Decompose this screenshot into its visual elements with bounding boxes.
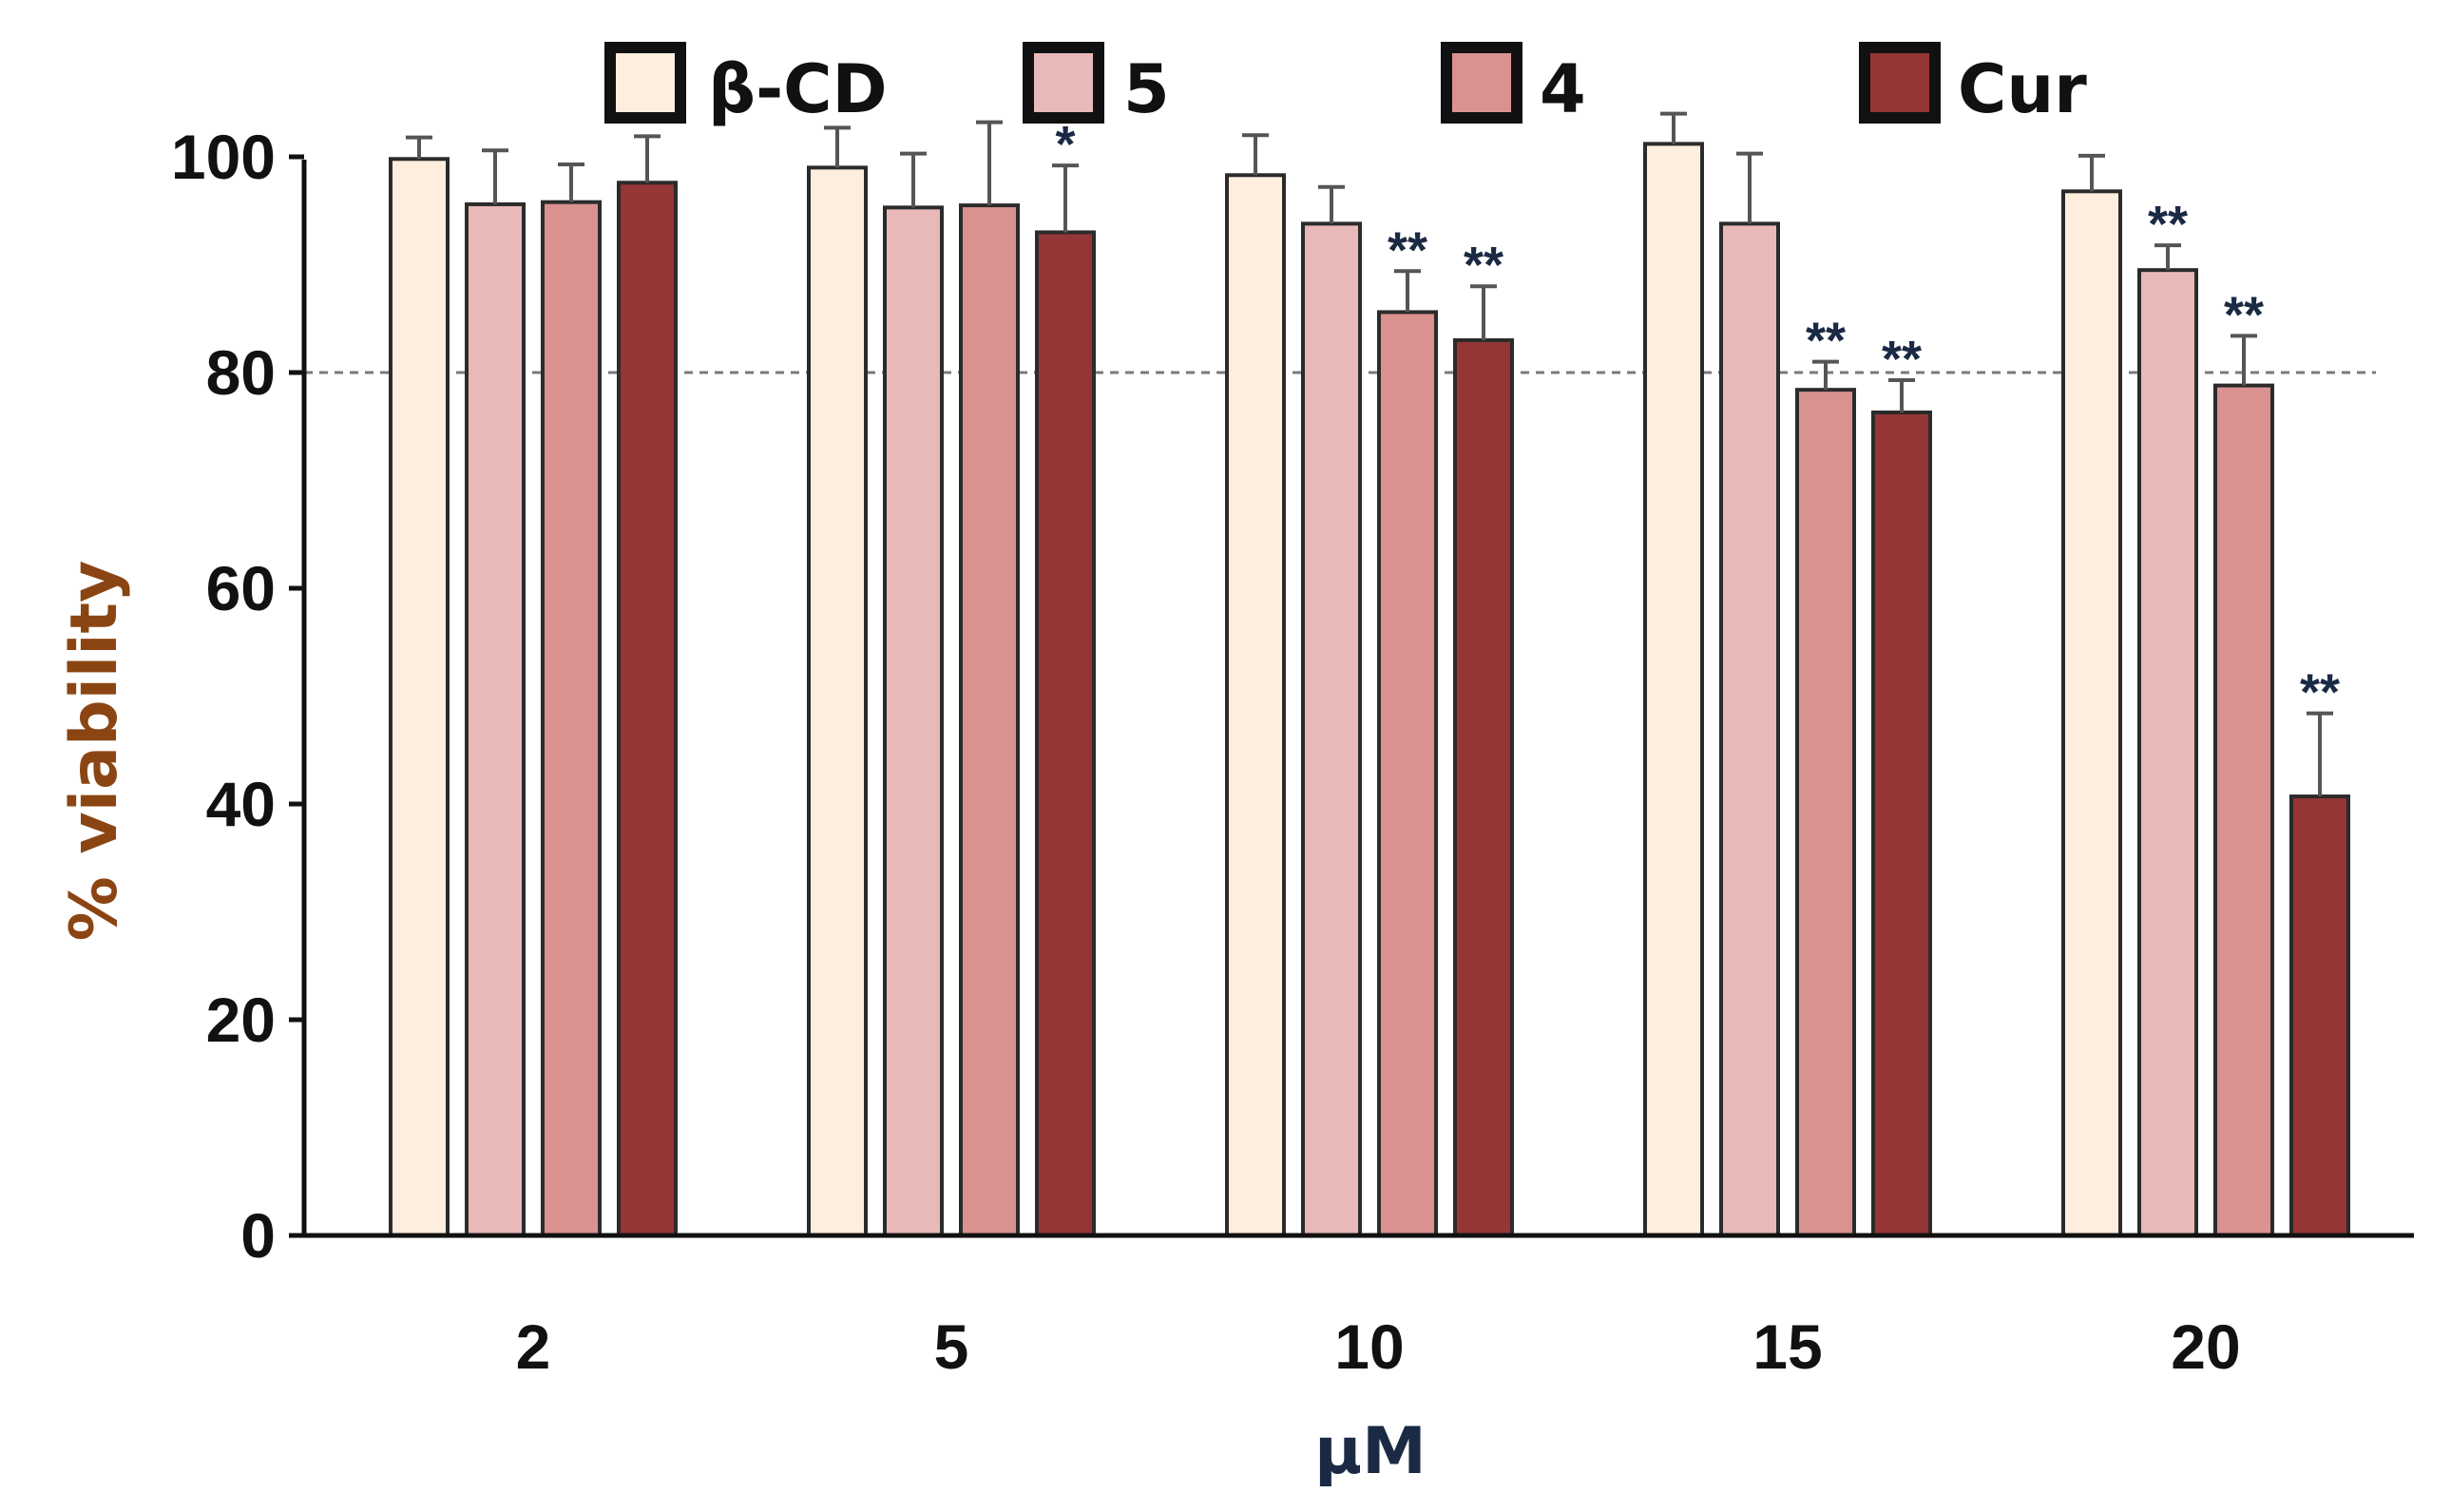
bar-4-20 [2213,383,2274,1237]
bar-β-CD-20 [2061,189,2122,1238]
bar-4-5 [959,203,1020,1238]
bar-5-15 [1719,221,1780,1237]
significance-Cur-20: ** [2300,664,2340,721]
y-tick-label-20: 20 [206,985,276,1055]
legend-label-5: 5 [1123,50,1170,128]
x-tick-label-10: 10 [1334,1311,1404,1382]
y-tick-label-0: 0 [240,1200,276,1271]
legend-label-beta-cd: β-CD [708,50,888,128]
bar-Cur-2 [617,181,678,1238]
x-tick-label-2: 2 [516,1311,551,1382]
legend-swatch-5 [1023,42,1104,124]
significance-4-15: ** [1806,313,1846,370]
bar-5-5 [883,205,944,1238]
bar-Cur-10 [1453,337,1514,1237]
bar-4-10 [1377,310,1438,1237]
bar-β-CD-10 [1225,173,1286,1237]
legend-swatch-4 [1441,42,1522,124]
legend-swatch-beta-cd [604,42,686,124]
bar-β-CD-15 [1643,142,1704,1237]
bar-5-20 [2137,268,2198,1237]
legend-item-5: 5 [1023,42,1170,128]
legend-label-cur: Cur [1958,50,2087,128]
legend-swatch-cur [1859,42,1941,124]
legend-item-beta-cd: β-CD [604,42,888,128]
y-tick-label-80: 80 [206,337,276,408]
y-tick-label-100: 100 [171,122,276,192]
bar-β-CD-2 [389,157,450,1237]
bars-layer [389,111,2350,1238]
significance-Cur-5: * [1055,116,1075,173]
x-tick-label-20: 20 [2171,1311,2240,1382]
significance-5-20: ** [2148,196,2188,253]
legend-item-4: 4 [1441,42,1586,128]
bar-5-2 [465,201,526,1238]
y-axis-title: % viability [57,561,132,942]
x-tick-label-5: 5 [934,1311,969,1382]
x-axis-title: μM [1314,1414,1427,1489]
y-tick-label-60: 60 [206,553,276,623]
bar-Cur-5 [1035,230,1096,1238]
significance-Cur-15: ** [1882,331,1922,388]
bar-Cur-15 [1871,410,1932,1237]
y-tick-label-40: 40 [206,769,276,839]
x-tick-label-15: 15 [1752,1311,1822,1382]
legend-label-4: 4 [1540,50,1586,128]
significance-Cur-10: ** [1464,237,1503,294]
bar-Cur-20 [2289,794,2350,1237]
bar-4-2 [541,200,602,1237]
axes-layer [289,154,2414,1238]
legend-item-cur: Cur [1859,42,2087,128]
bar-4-15 [1795,388,1856,1238]
significance-4-10: ** [1388,221,1427,278]
significance-4-20: ** [2224,286,2264,343]
bar-5-10 [1301,221,1362,1237]
bar-β-CD-5 [807,165,868,1238]
legend: β-CD 5 4 Cur [604,42,2087,128]
